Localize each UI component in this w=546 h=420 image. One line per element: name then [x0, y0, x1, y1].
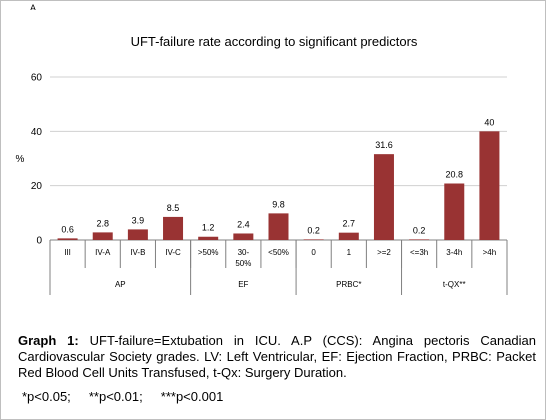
category-label: IV-A [95, 248, 111, 257]
category-label: 0 [311, 248, 316, 257]
category-label: 30- [238, 248, 250, 257]
y-tick-label: 60 [31, 73, 43, 84]
bar [198, 236, 219, 240]
category-label: >50% [198, 248, 219, 257]
category-label: 3-4h [446, 248, 462, 257]
bar [409, 239, 430, 240]
y-tick-label: 0 [36, 236, 42, 247]
chart-title: UFT-failure rate according to significan… [131, 34, 418, 49]
bar [57, 238, 78, 240]
value-label: 40 [484, 117, 494, 127]
category-label: >4h [483, 248, 497, 257]
bar [127, 229, 148, 240]
y-tick-label: 20 [31, 181, 43, 192]
category-label: 50% [235, 259, 251, 268]
figure-caption: Graph 1: UFT-failure=Extubation in ICU. … [18, 333, 536, 381]
bar [163, 216, 184, 240]
bar [338, 232, 359, 240]
corner-mark: A [30, 3, 37, 13]
category-label: IV-B [130, 248, 145, 257]
group-label: EF [238, 280, 248, 289]
significance-footnote: *p<0.05; **p<0.01; ***p<0.001 [22, 389, 224, 404]
caption-label: Graph 1: [18, 333, 79, 348]
category-label: <50% [268, 248, 289, 257]
category-label: >=2 [377, 248, 391, 257]
bar [268, 213, 289, 240]
bar [233, 233, 254, 240]
value-label: 20.8 [446, 169, 464, 179]
bar [444, 183, 465, 240]
value-label: 8.5 [167, 203, 180, 213]
value-label: 1.2 [202, 223, 215, 233]
y-axis-label: % [16, 154, 25, 165]
value-label: 2.4 [237, 219, 250, 229]
value-label: 0.6 [61, 224, 74, 234]
bar [479, 131, 500, 240]
value-label: 9.8 [272, 199, 285, 209]
bar [303, 239, 324, 240]
value-label: 0.2 [413, 225, 426, 235]
bar [92, 232, 113, 240]
caption-text: UFT-failure=Extubation in ICU. A.P (CCS)… [18, 333, 536, 380]
group-label: AP [115, 280, 126, 289]
group-label: t-QX** [443, 280, 466, 289]
value-label: 2.7 [343, 219, 356, 229]
value-label: 3.9 [132, 215, 145, 225]
value-label: 2.8 [96, 218, 109, 228]
category-label: 1 [347, 248, 352, 257]
category-label: IV-C [165, 248, 181, 257]
y-tick-label: 40 [31, 127, 43, 138]
bar-chart: UFT-failure rate according to significan… [16, 34, 508, 295]
value-label: 0.2 [307, 225, 320, 235]
category-label: III [64, 248, 71, 257]
chart-area: UFT-failure rate according to significan… [4, 10, 539, 330]
category-label: <=3h [410, 248, 428, 257]
value-label: 31.6 [375, 140, 393, 150]
bar [373, 154, 394, 240]
group-label: PRBC* [336, 280, 361, 289]
